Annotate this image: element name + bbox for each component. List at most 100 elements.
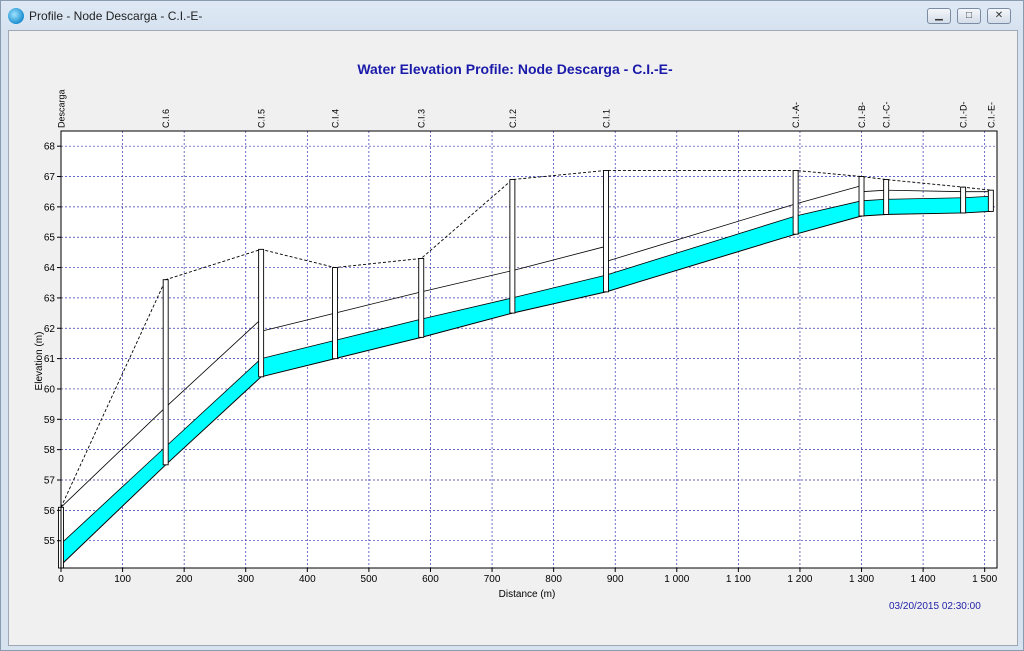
timestamp: 03/20/2015 02:30:00 (889, 601, 981, 612)
y-tick-label: 58 (44, 445, 56, 456)
conduit-crown-line (165, 318, 262, 408)
x-tick-label: 600 (422, 574, 439, 585)
y-tick-label: 67 (44, 172, 56, 183)
water-surface-line (963, 195, 991, 199)
node-label: C.I.5 (257, 109, 267, 128)
conduit-invert-line (886, 212, 964, 215)
conduit-crown-line (795, 185, 862, 205)
node-label: C.I.-A- (791, 102, 801, 128)
water-surface-line (165, 358, 262, 447)
x-tick-label: 1 200 (787, 574, 812, 585)
conduit-invert-line (512, 291, 607, 314)
minimize-button[interactable]: ▁ (927, 8, 951, 24)
water-fill (886, 197, 964, 215)
close-button[interactable]: ✕ (987, 8, 1011, 24)
conduit-invert-line (963, 210, 991, 214)
conduit-crown-line (886, 189, 964, 193)
close-icon: ✕ (994, 10, 1004, 21)
conduit-crown-line (421, 270, 513, 293)
x-tick-label: 0 (58, 574, 64, 585)
x-tick-label: 900 (607, 574, 624, 585)
water-fill (421, 297, 513, 338)
water-fill (61, 446, 166, 565)
node-label: C.I.-E- (986, 102, 996, 128)
y-tick-label: 62 (44, 324, 56, 335)
minimize-icon: ▁ (935, 10, 943, 21)
water-fill (261, 340, 336, 377)
conduit-invert-line (60, 464, 167, 566)
node-label: C.I.-C- (882, 102, 892, 129)
plot-border (60, 130, 998, 569)
water-fill (605, 215, 796, 292)
x-tick-label: 500 (361, 574, 378, 585)
ground-line (60, 170, 991, 508)
y-tick-label: 56 (44, 506, 56, 517)
y-tick-label: 60 (44, 384, 56, 395)
title-bar[interactable]: Profile - Node Descarga - C.I.-E- ▁ □ ✕ (1, 1, 1023, 31)
water-fill (795, 200, 862, 235)
conduit-invert-line (795, 215, 862, 235)
conduit-invert-line (165, 376, 262, 466)
app-globe-icon (8, 8, 24, 24)
node-manhole (987, 189, 994, 212)
node-label: C.I.4 (331, 109, 341, 128)
water-fill (165, 358, 262, 465)
water-surface-line (60, 446, 166, 545)
y-tick-label: 63 (44, 293, 56, 304)
x-tick-label: 700 (484, 574, 501, 585)
node-manhole (858, 176, 865, 217)
water-surface-line (886, 197, 964, 200)
conduit-invert-line (334, 336, 422, 360)
water-surface-line (605, 215, 796, 276)
y-tick-label: 61 (44, 354, 56, 365)
y-tick-label: 64 (44, 263, 56, 274)
node-manhole (883, 179, 890, 215)
water-surface-line (334, 318, 422, 341)
x-tick-label: 400 (299, 574, 316, 585)
node-manhole (258, 248, 265, 378)
node-manhole (162, 279, 169, 466)
conduit-invert-line (861, 213, 887, 217)
water-surface-line (512, 274, 607, 299)
node-manhole (509, 179, 516, 314)
x-tick-label: 100 (114, 574, 131, 585)
x-tick-label: 1 000 (664, 574, 689, 585)
x-tick-label: 800 (545, 574, 562, 585)
node-manhole (792, 170, 799, 235)
node-label: Descarga (57, 89, 67, 128)
conduit-crown-line (605, 203, 796, 262)
node-label: C.I.3 (417, 109, 427, 128)
water-fill (963, 196, 991, 213)
node-manhole (603, 170, 609, 293)
node-manhole (418, 258, 425, 338)
node-manhole (332, 267, 338, 360)
conduit-crown-line (512, 245, 607, 271)
chart-title: Water Elevation Profile: Node Descarga -… (357, 61, 673, 77)
x-tick-label: 1 500 (972, 574, 997, 585)
maximize-button[interactable]: □ (957, 8, 981, 24)
water-fill (512, 275, 606, 314)
water-surface-line (795, 200, 862, 217)
x-tick-label: 200 (176, 574, 193, 585)
y-tick-label: 55 (44, 536, 56, 547)
water-fill (861, 199, 887, 216)
conduit-crown-line (861, 189, 887, 193)
node-label: C.I.2 (508, 109, 518, 128)
profile-chart: Water Elevation Profile: Node Descarga -… (34, 61, 998, 600)
y-axis-label: Elevation (m) (34, 332, 45, 391)
conduit-crown-line (60, 406, 166, 508)
conduit-crown-line (334, 291, 422, 314)
water-surface-line (861, 198, 887, 202)
node-label: C.I.1 (601, 109, 611, 128)
y-tick-label: 59 (44, 415, 56, 426)
window-title: Profile - Node Descarga - C.I.-E- (29, 9, 203, 23)
x-tick-label: 1 400 (911, 574, 936, 585)
node-manhole (960, 186, 967, 214)
node-label: C.I.-D- (959, 102, 969, 129)
x-tick-label: 300 (237, 574, 254, 585)
chart-area: Water Elevation Profile: Node Descarga -… (8, 30, 1018, 646)
node-label: C.I.-B- (857, 102, 867, 128)
y-tick-label: 57 (44, 475, 56, 486)
conduit-invert-line (421, 312, 513, 338)
